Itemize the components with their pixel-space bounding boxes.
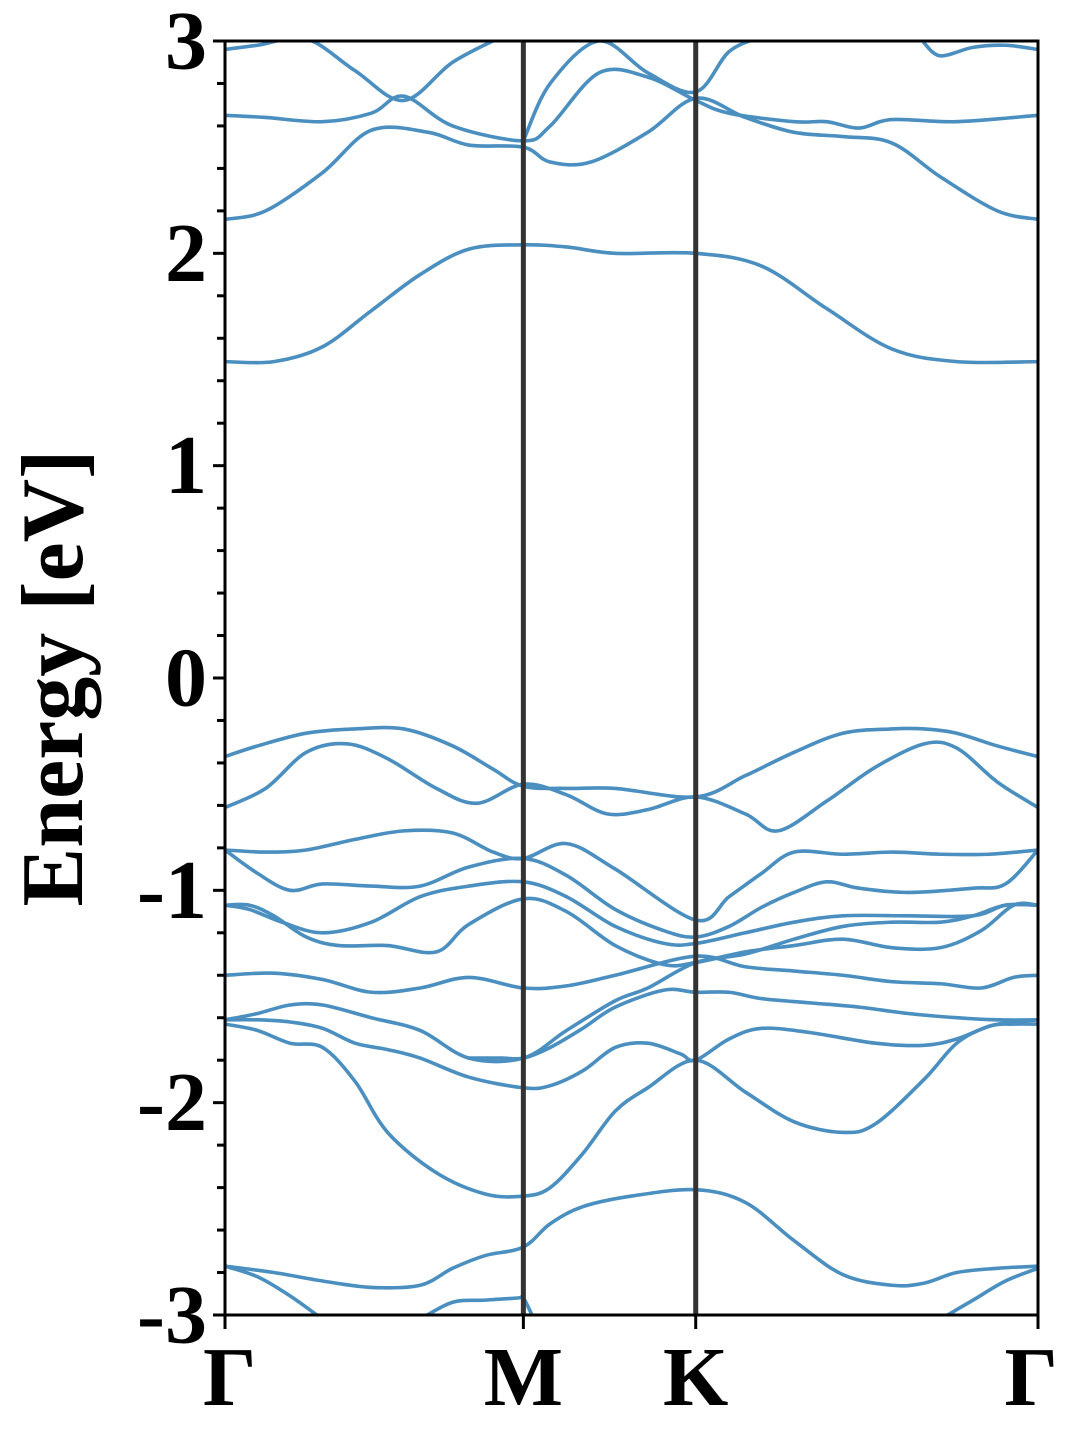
- x-tick-label: Γ: [1005, 1331, 1058, 1424]
- y-tick-label: -1: [137, 844, 207, 937]
- band-line-16: [225, 1022, 1038, 1199]
- band-line-14: [225, 902, 1038, 1064]
- y-tick-label: 2: [165, 207, 207, 300]
- band-line-6: [922, 41, 1038, 58]
- band-lines: [225, 41, 1038, 1315]
- band-line-4: [225, 41, 497, 103]
- band-line-21: [944, 1266, 1038, 1315]
- band-line-9: [225, 828, 1038, 923]
- band-line-15: [225, 1017, 1038, 1091]
- band-line-10: [225, 848, 1038, 939]
- x-tick-label: M: [484, 1331, 563, 1424]
- band-line-18: [225, 1187, 1038, 1290]
- y-axis-label: Energy [eV]: [5, 450, 102, 907]
- band-line-12: [225, 896, 1038, 968]
- band-line-13: [225, 954, 1038, 995]
- y-tick-label: 3: [165, 0, 207, 88]
- x-tick-label: Γ: [203, 1331, 256, 1424]
- y-axis-ticks: 3 2 1 0 -1 -2 -3: [137, 0, 225, 1362]
- band-line-7: [225, 725, 1038, 800]
- band-line-8: [225, 740, 1038, 833]
- y-tick-label: 0: [165, 632, 207, 725]
- y-tick-label: 1: [165, 419, 207, 512]
- band-line-11: [225, 879, 1038, 947]
- plot-frame: [223, 39, 1040, 1317]
- band-line-3: [225, 67, 1038, 143]
- y-tick-label: -2: [137, 1056, 207, 1149]
- band-line-1: [225, 242, 1038, 365]
- band-line-5: [521, 41, 755, 143]
- x-tick-label: K: [663, 1331, 728, 1424]
- band-line-17: [467, 987, 1038, 1061]
- y-tick-label: -3: [137, 1269, 207, 1362]
- high-symmetry-lines: [520, 41, 699, 1315]
- band-line-2: [225, 96, 1038, 222]
- band-line-19: [225, 1264, 320, 1315]
